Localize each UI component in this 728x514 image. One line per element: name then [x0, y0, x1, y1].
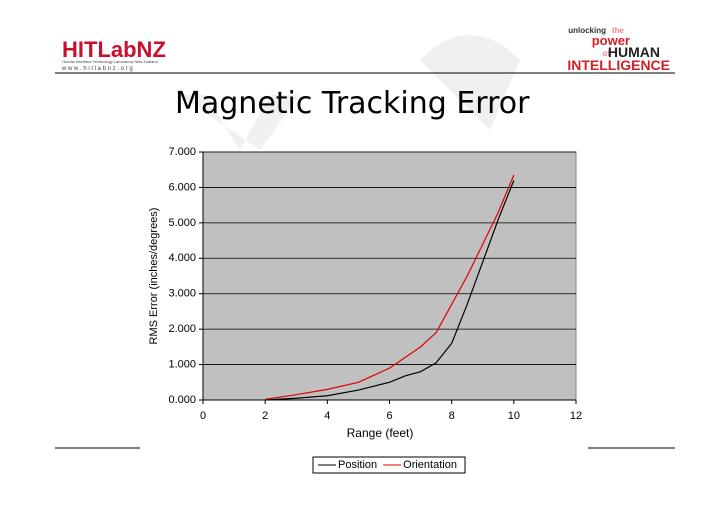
y-tick-label: 7.000 [168, 146, 196, 158]
y-axis-label: RMS Error (inches/degrees) [148, 208, 160, 345]
x-tick-label: 2 [262, 410, 268, 422]
slide-title: Magnetic Tracking Error [175, 86, 530, 121]
y-tick-label: 2.000 [168, 323, 196, 335]
logo: HITLabNZ Human Interface Technology Labo… [61, 37, 166, 72]
tagline-text: INTELLIGENCE [567, 57, 670, 73]
plot-area [202, 151, 577, 401]
x-axis-label: Range (feet) [347, 426, 414, 440]
x-tick-label: 4 [324, 410, 330, 422]
tagline-text: power [592, 33, 630, 48]
legend-label: Orientation [403, 459, 457, 471]
tagline: unlocking the power of HUMAN INTELLIGENC… [567, 26, 670, 73]
y-tick-label: 0.000 [168, 394, 196, 406]
y-tick-label: 1.000 [168, 358, 196, 370]
y-tick-label: 5.000 [168, 217, 196, 229]
tagline-text: the [612, 26, 625, 35]
background-decoration [180, 35, 520, 150]
series-line [265, 180, 515, 401]
logo-url: w w w . h i t l a b n z . o r g [61, 66, 133, 72]
y-tick-label: 4.000 [168, 252, 196, 264]
y-tick-label: 6.000 [168, 181, 196, 193]
x-tick-label: 0 [200, 410, 206, 422]
logo-subtitle: Human Interface Technology Laboratory Ne… [62, 59, 158, 64]
legend-label: Position [338, 459, 377, 471]
x-tick-label: 8 [449, 410, 455, 422]
logo-text: HITLabNZ [62, 37, 166, 62]
tagline-text: of [602, 49, 610, 58]
x-tick-label: 6 [386, 410, 392, 422]
tagline-text: unlocking [568, 26, 606, 35]
tagline-text: HUMAN [608, 44, 660, 60]
legend: Position Orientation [312, 456, 466, 474]
x-tick-label: 10 [508, 410, 520, 422]
x-tick-label: 12 [570, 410, 582, 422]
series-line [265, 174, 515, 400]
y-tick-label: 3.000 [168, 288, 196, 300]
plot: 0.000 1.000 2.000 3.000 4.000 5.000 6.000 7.000… [168, 146, 582, 474]
